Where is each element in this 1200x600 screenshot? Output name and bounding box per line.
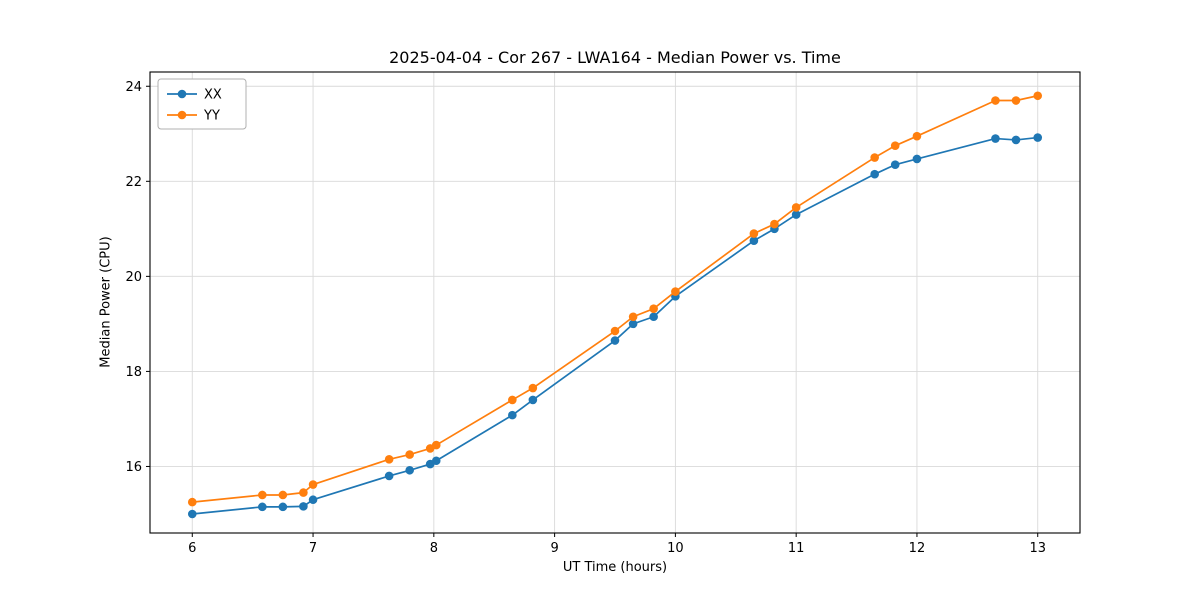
grid-lines [150, 72, 1080, 533]
x-tick-label: 12 [909, 541, 926, 556]
axes-box [149, 71, 1081, 534]
x-tick-label: 7 [309, 541, 317, 556]
y-tick-label: 18 [125, 365, 142, 380]
chart-title: 2025-04-04 - Cor 267 - LWA164 - Median P… [389, 48, 841, 67]
tick-labels: 6 7 8 9 10 11 12 13 16 18 20 22 24 [125, 80, 1046, 556]
series-YY-line [192, 94, 1038, 503]
legend-label-XX: XX [204, 88, 222, 103]
series-YY-markers [187, 91, 1043, 507]
x-tick-label: 13 [1029, 541, 1046, 556]
y-tick-label: 20 [125, 270, 142, 285]
series-XX-line [192, 136, 1038, 515]
legend-box [157, 78, 247, 130]
tick-marks [146, 85, 1039, 537]
y-tick-label: 24 [125, 80, 142, 95]
x-tick-label: 11 [788, 541, 805, 556]
legend-marker-XX [177, 89, 187, 99]
y-tick-label: 16 [125, 460, 142, 475]
series-XX-markers [187, 133, 1043, 519]
x-tick-label: 8 [430, 541, 438, 556]
legend-marker-YY [177, 110, 187, 120]
x-tick-label: 9 [550, 541, 558, 556]
x-tick-label: 6 [188, 541, 196, 556]
legend: XX YY [157, 78, 247, 130]
x-axis-label: UT Time (hours) [562, 560, 668, 575]
legend-label-YY: YY [203, 109, 220, 124]
y-tick-label: 22 [125, 175, 142, 190]
x-tick-label: 10 [667, 541, 684, 556]
